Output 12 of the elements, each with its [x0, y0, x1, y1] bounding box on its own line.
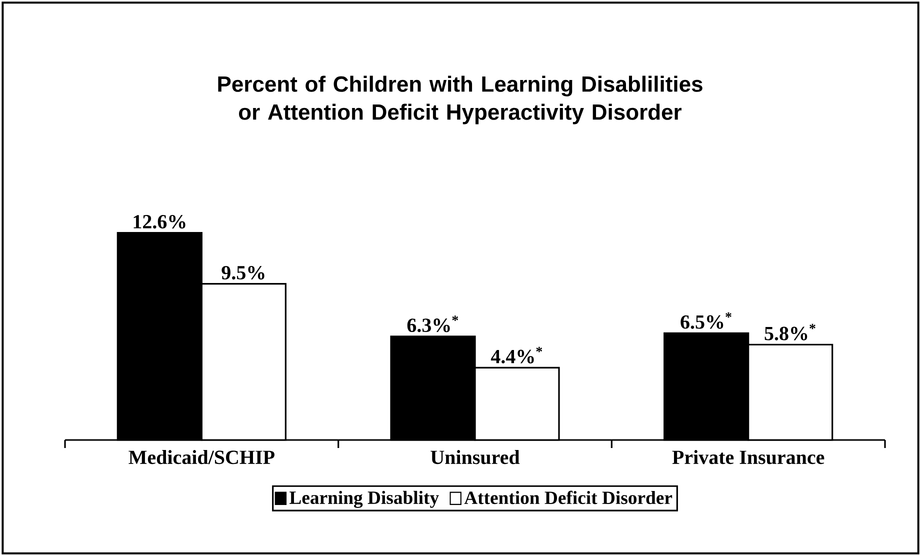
legend-label: Attention Deficit Disorder — [464, 490, 672, 504]
legend-label: Learning Disablity — [290, 490, 439, 508]
chart-title: Percent of Children with Learning Disablilities or Attention Deficit Hyperactivity Disorder — [218, 76, 702, 124]
x-tick-label: Uninsured — [430, 450, 520, 464]
data-label: 12.6% — [134, 214, 186, 229]
data-label: 6.3%$^{*}$ — [407, 316, 458, 332]
data-label: 5.8%$^{*}$ — [764, 324, 816, 340]
x-tick-label: Private Insurance — [672, 450, 824, 464]
data-label: 9.5% — [222, 266, 264, 280]
data-label: 4.4%$^{*}$ — [490, 346, 542, 364]
data-label: 6.5%$^{*}$ — [680, 312, 732, 329]
x-tick-label: Medicaid/SCHIP — [128, 450, 274, 464]
